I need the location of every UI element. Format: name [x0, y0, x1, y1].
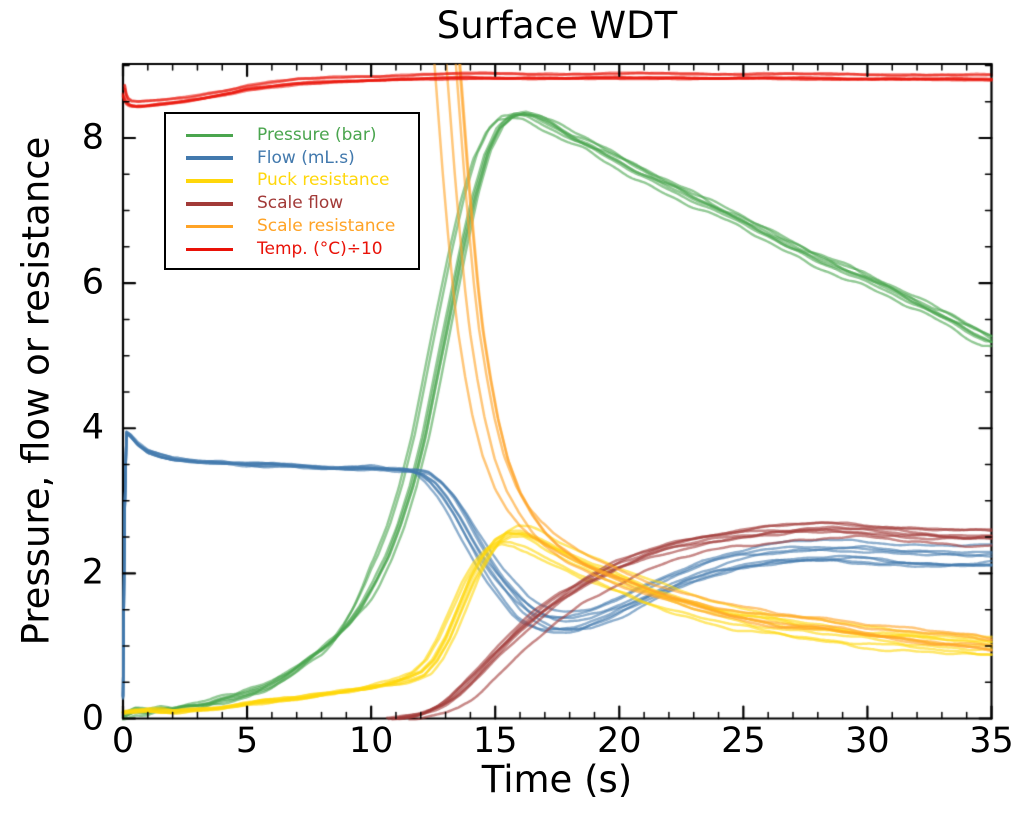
x-tick-label: 20: [597, 721, 642, 761]
x-tick-label: 0: [111, 721, 135, 761]
legend-entry-label: Puck resistance: [257, 170, 390, 191]
legend-entry: Pressure (bar): [166, 124, 418, 147]
y-tick-label: 2: [81, 552, 104, 593]
x-tick-label: 35: [969, 721, 1014, 761]
x-tick-label: 25: [721, 721, 766, 761]
legend-entry-label: Pressure (bar): [257, 124, 377, 145]
legend-line-sample: [186, 133, 233, 138]
legend-entry: Scale resistance: [166, 215, 418, 238]
x-tick-label: 10: [348, 721, 394, 761]
legend-entry-label: Scale flow: [257, 193, 344, 214]
legend-entry-label: Temp. (°C)÷10: [257, 238, 383, 259]
x-tick-label: 15: [472, 721, 518, 761]
x-tick-label: 30: [845, 721, 890, 761]
legend-line-sample: [186, 247, 233, 252]
legend-entry: Puck resistance: [166, 170, 418, 193]
x-axis-label: Time (s): [481, 758, 633, 801]
x-tick-label: 5: [235, 721, 259, 761]
legend-entry-label: Flow (mL.s): [257, 147, 355, 168]
chart-title: Surface WDT: [436, 4, 678, 47]
legend-line-sample: [186, 224, 233, 229]
legend-entry: Temp. (°C)÷10: [166, 238, 418, 261]
legend-entry: Flow (mL.s): [166, 147, 418, 170]
legend: Pressure (bar) Flow (mL.s) Puck resistance…: [164, 112, 420, 270]
y-tick-label: 4: [81, 407, 104, 448]
y-tick-label: 8: [81, 117, 104, 158]
legend-entry-label: Scale resistance: [257, 216, 396, 237]
y-tick-label: 6: [81, 262, 104, 303]
legend-line-sample: [186, 179, 233, 183]
legend-line-sample: [186, 201, 233, 206]
legend-line-sample: [186, 156, 233, 160]
legend-entry: Scale flow: [166, 192, 418, 215]
y-tick-label: 0: [81, 698, 104, 738]
